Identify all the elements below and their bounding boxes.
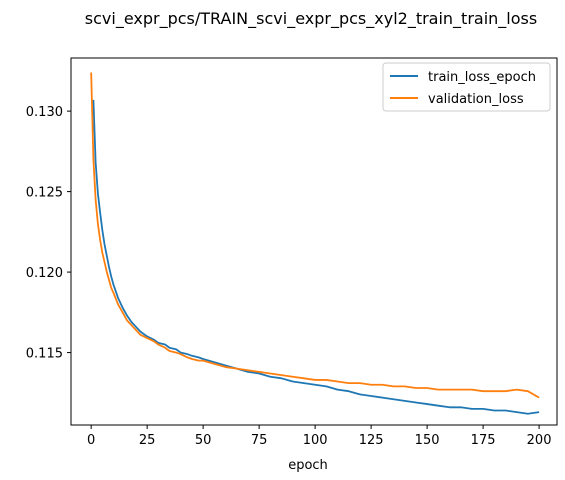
x-tick-label: 125 (359, 433, 384, 448)
y-tick-label: 0.130 (26, 105, 63, 120)
legend-label-train: train_loss_epoch (428, 70, 536, 85)
x-tick-label: 0 (87, 433, 95, 448)
legend-label-validation: validation_loss (428, 92, 524, 107)
y-tick-label: 0.120 (26, 266, 63, 281)
x-tick-label: 75 (251, 433, 268, 448)
plot-area: 0 25 50 75 100 125 150 175 200 0.115 0.120 0.125 0.1… (26, 57, 558, 448)
x-tick-label: 175 (471, 433, 496, 448)
legend: train_loss_epoch validation_loss (382, 62, 551, 112)
x-axis-label: epoch (288, 458, 328, 473)
x-tick-label: 150 (415, 433, 440, 448)
series-line-train-loss-epoch (92, 99, 540, 415)
series-line-validation-loss (90, 72, 540, 399)
x-tick-label: 25 (139, 433, 156, 448)
y-tick-label: 0.115 (26, 347, 63, 362)
legend-box (382, 62, 551, 112)
x-tick-label: 100 (303, 433, 328, 448)
y-tick-label: 0.125 (26, 186, 63, 201)
x-tick-label: 50 (195, 433, 212, 448)
x-tick-label: 200 (527, 433, 552, 448)
plot-frame (70, 57, 558, 426)
chart-title: scvi_expr_pcs/TRAIN_scvi_expr_pcs_xyl2_t… (85, 9, 537, 29)
